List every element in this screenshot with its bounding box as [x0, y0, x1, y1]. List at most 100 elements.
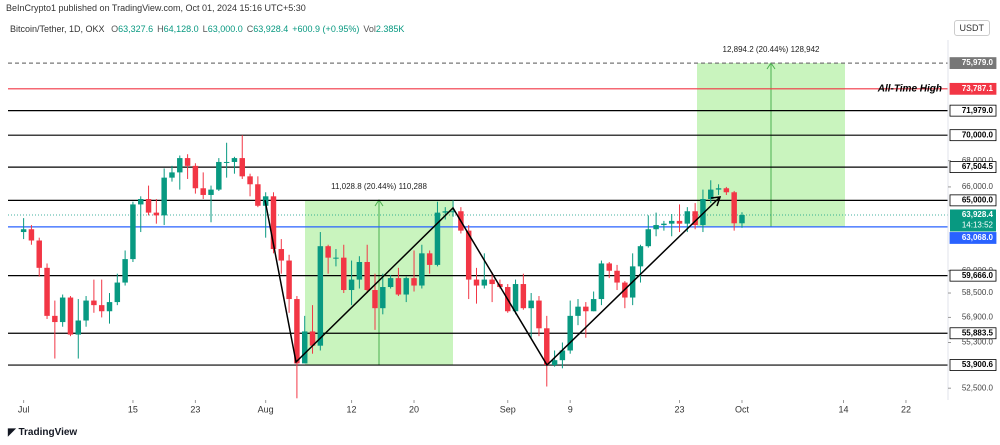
published-line: BeInCrypto1 published on TradingView.com…: [6, 3, 306, 13]
candle-body: [637, 246, 644, 267]
candle-body: [247, 176, 253, 185]
candle-body: [98, 305, 105, 312]
x-tick-label: Aug: [258, 404, 274, 414]
level-note: All-Time High: [877, 83, 942, 94]
volume: 2.385K: [375, 24, 405, 34]
candle-body: [567, 315, 573, 351]
candle-body: [708, 189, 714, 200]
current-price-label: 63,928.4: [962, 210, 994, 219]
x-tick-label: Sep: [500, 404, 516, 414]
candle-body: [20, 229, 27, 233]
x-tick-label: 14: [838, 404, 848, 414]
candle-body: [270, 196, 277, 250]
volume-key: Vol: [363, 24, 376, 34]
candle-body: [536, 300, 542, 329]
candle-body: [239, 158, 245, 177]
level-label-box: [949, 194, 997, 207]
candle-body: [473, 279, 480, 286]
y-tick-label: 56,900.0: [962, 313, 994, 322]
candle-body: [700, 199, 706, 226]
x-tick-label: Jul: [18, 404, 30, 414]
candle-body: [653, 225, 659, 230]
candle-body: [348, 279, 355, 291]
candle-body: [192, 165, 199, 189]
candle-body: [83, 300, 89, 321]
candle-body: [559, 350, 566, 361]
ohlc-key: H: [157, 24, 164, 34]
candle-body: [145, 199, 152, 213]
level-label: 70,000.0: [962, 130, 994, 139]
brand: ◤ TradingView: [8, 427, 78, 438]
candle-body: [255, 184, 261, 206]
x-tick-label: 9: [568, 404, 573, 414]
candle-body: [177, 158, 183, 173]
candle-body: [200, 188, 206, 195]
brand-text: TradingView: [18, 427, 78, 438]
candle-body: [216, 161, 222, 190]
candle-body: [59, 297, 66, 323]
level-label: 71,979.0: [962, 106, 994, 115]
x-tick-label: 23: [190, 404, 200, 414]
candle-body: [169, 172, 175, 178]
candle-body: [614, 270, 620, 283]
candle-body: [739, 214, 745, 224]
candle-body: [426, 253, 433, 265]
level-label-box: [949, 104, 997, 117]
current-price-box: [950, 209, 996, 232]
x-tick-label: Oct: [735, 404, 750, 414]
currency-button[interactable]: USDT: [953, 20, 990, 36]
candle-body: [75, 320, 82, 335]
candle-body: [395, 278, 402, 295]
candle-body: [723, 188, 730, 193]
ohlc-key: C: [246, 24, 254, 34]
pattern-line: [264, 196, 721, 367]
candle-body: [684, 211, 691, 224]
level-label: 63,068.0: [962, 233, 994, 242]
y-tick-label: 68,000.0: [962, 156, 994, 165]
candle-body: [551, 360, 558, 366]
candle-body: [317, 246, 324, 346]
x-tick-label: 12: [347, 404, 357, 414]
candle-body: [286, 260, 292, 300]
range-label: 11,028.8 (20.44%) 110,288: [331, 182, 427, 191]
level-label-box: [949, 57, 997, 69]
candle-body: [661, 223, 667, 226]
candle-body: [668, 220, 675, 224]
candle-body: [356, 262, 363, 280]
candle-body: [450, 211, 456, 213]
candle-body: [301, 331, 308, 364]
candle-body: [606, 263, 612, 271]
candle-body: [380, 287, 386, 309]
candle-body: [325, 246, 331, 258]
candle-body: [489, 279, 495, 285]
candle-body: [434, 212, 441, 265]
axes: 52,500.055,300.056,900.058,500.060,000.0…: [18, 57, 997, 414]
candle-body: [364, 262, 370, 291]
candle-body: [52, 315, 58, 323]
ohlc-key: O: [111, 24, 119, 34]
candle-body: [528, 300, 534, 309]
candle-body: [130, 204, 136, 260]
candles: [20, 135, 745, 399]
candle-body: [223, 161, 230, 163]
candle-body: [153, 212, 160, 216]
countdown: 14:13:52: [962, 221, 994, 230]
level-label: 67,504.5: [962, 162, 994, 171]
level-label-box: [949, 82, 997, 95]
candle-body: [294, 299, 300, 364]
candle-body: [583, 306, 589, 312]
change: +600.9 (+0.95%): [292, 24, 360, 34]
candle-body: [465, 230, 472, 280]
symbol-legend: Bitcoin/Tether, 1D, OKX O63,327.6 H64,128…: [10, 24, 404, 34]
x-tick-label: 22: [901, 404, 911, 414]
ohlc-value: 63,327.6: [118, 24, 154, 34]
level-label: 53,900.6: [962, 360, 994, 369]
candle-body: [341, 257, 347, 291]
candle-body: [575, 306, 581, 316]
level-label-box: [949, 359, 997, 371]
y-tick-label: 52,500.0: [962, 383, 994, 392]
candle-body: [231, 158, 238, 162]
candle-body: [106, 302, 113, 312]
x-tick-label: 15: [128, 404, 138, 414]
